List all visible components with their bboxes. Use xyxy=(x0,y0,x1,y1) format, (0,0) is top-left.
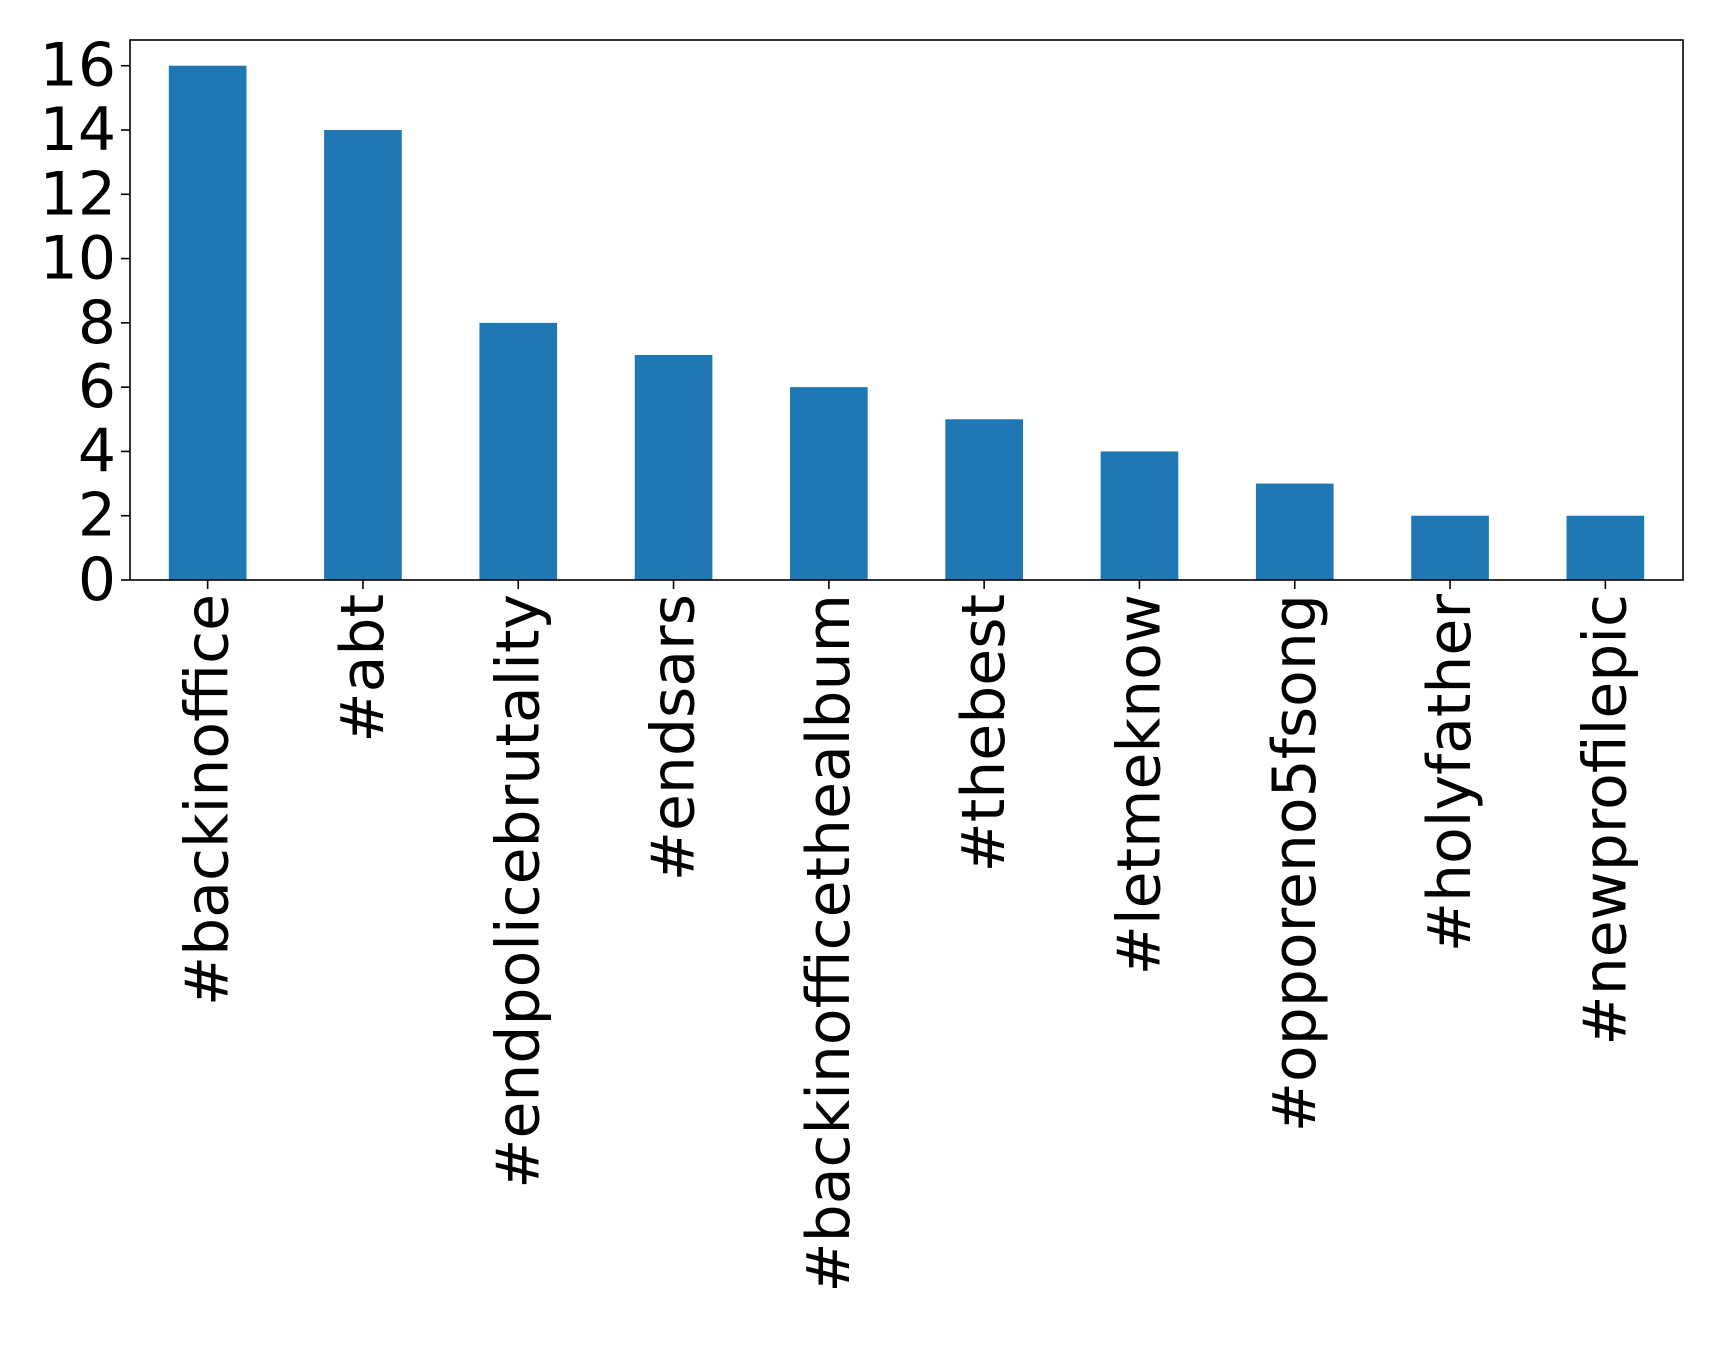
y-tick-label: 10 xyxy=(40,224,116,294)
y-tick-label: 4 xyxy=(78,416,116,486)
x-axis: #backinoffice #abt #endpolicebrutality #end… xyxy=(173,580,1640,1293)
x-tick-label: #backinofficethealbum xyxy=(794,594,864,1293)
y-tick-label: 6 xyxy=(78,352,116,422)
bar xyxy=(790,387,868,580)
bar xyxy=(1100,451,1179,580)
x-tick-label: #letmeknow xyxy=(1104,594,1174,975)
y-tick-label: 12 xyxy=(40,159,116,229)
y-tick-label: 16 xyxy=(40,31,116,101)
x-tick-label: #opporeno5fsong xyxy=(1260,594,1330,1132)
bar xyxy=(1411,515,1489,580)
x-tick-label: #newprofilepic xyxy=(1570,594,1640,1046)
x-tick-label: #thebest xyxy=(949,594,1019,873)
bar xyxy=(945,419,1023,580)
bar xyxy=(324,130,402,580)
y-tick-label: 8 xyxy=(78,288,116,358)
bar xyxy=(168,65,247,580)
plot-frame xyxy=(129,39,1684,581)
bar xyxy=(1255,483,1334,580)
x-tick-label: #backinoffice xyxy=(173,594,243,1006)
x-tick-label: #endpolicebrutality xyxy=(483,594,553,1189)
x-tick-label: #abt xyxy=(328,594,398,743)
y-tick-label: 2 xyxy=(78,481,116,551)
bars-layer xyxy=(168,65,1645,580)
y-tick-label: 14 xyxy=(40,95,116,165)
bar xyxy=(634,355,713,580)
x-tick-label: #endsars xyxy=(639,594,709,881)
x-tick-label: #holyfather xyxy=(1415,594,1485,953)
bar xyxy=(1566,515,1645,580)
y-tick-label: 0 xyxy=(78,545,116,615)
bar xyxy=(479,322,558,580)
